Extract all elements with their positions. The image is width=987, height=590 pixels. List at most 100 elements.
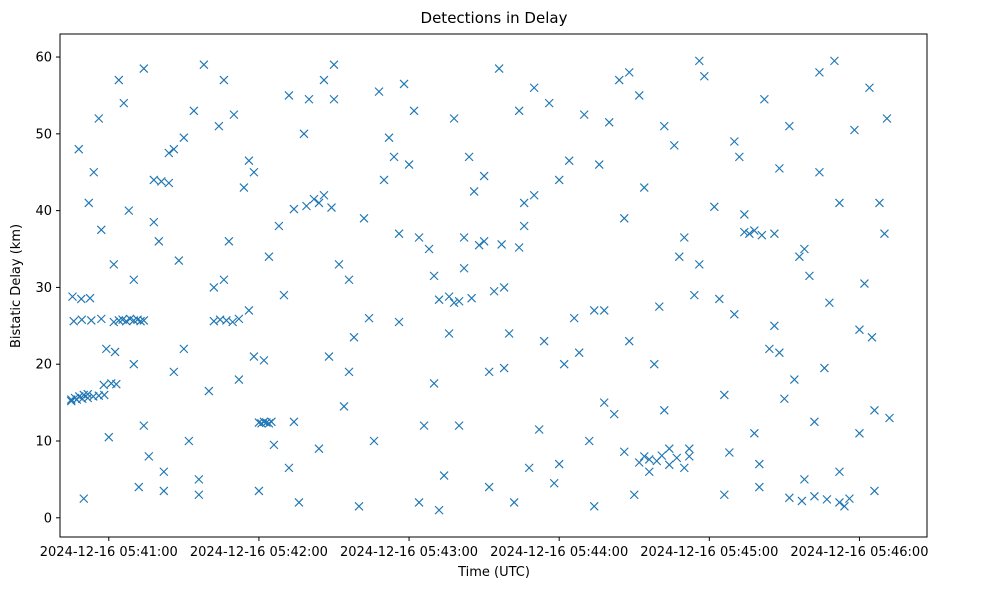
chart-title: Detections in Delay xyxy=(421,9,568,27)
data-point xyxy=(519,198,529,208)
data-point xyxy=(159,467,169,477)
data-point xyxy=(304,94,314,104)
data-point xyxy=(419,421,429,431)
data-point xyxy=(729,137,739,146)
data-point xyxy=(249,167,259,177)
data-point xyxy=(359,213,369,223)
data-point xyxy=(820,363,829,373)
data-point xyxy=(444,292,454,302)
data-point xyxy=(459,233,469,242)
data-point xyxy=(299,129,309,139)
data-point xyxy=(634,458,644,467)
data-point xyxy=(164,148,174,158)
data-point xyxy=(244,156,254,166)
data-point xyxy=(644,467,654,477)
data-point xyxy=(119,98,129,108)
data-point xyxy=(294,498,304,507)
data-point xyxy=(794,252,804,262)
data-point xyxy=(414,233,424,242)
data-point xyxy=(694,56,704,66)
data-point xyxy=(769,321,779,331)
data-point xyxy=(434,505,444,515)
data-point xyxy=(797,496,807,506)
data-point xyxy=(549,478,559,488)
data-point xyxy=(289,417,299,427)
data-point xyxy=(264,418,274,428)
data-point xyxy=(384,133,394,143)
data-point xyxy=(699,71,709,81)
data-point xyxy=(649,359,659,369)
data-point xyxy=(96,314,106,324)
data-point xyxy=(719,390,729,400)
data-point xyxy=(259,355,269,365)
data-point xyxy=(654,302,664,312)
data-point xyxy=(754,459,764,469)
data-point xyxy=(279,290,289,300)
y-tick-label: 60 xyxy=(35,51,52,66)
data-point xyxy=(434,295,444,305)
data-point xyxy=(689,290,699,300)
data-point xyxy=(514,106,524,116)
data-point xyxy=(159,486,169,496)
data-point xyxy=(484,482,494,492)
data-point xyxy=(329,60,339,70)
data-point xyxy=(559,359,569,369)
data-point xyxy=(729,309,739,319)
data-point xyxy=(529,190,539,200)
data-point xyxy=(885,413,894,423)
data-point xyxy=(404,160,414,169)
data-point xyxy=(164,178,174,188)
data-point xyxy=(594,160,604,169)
data-point xyxy=(870,486,879,496)
x-tick-label: 2024-12-16 05:42:00 xyxy=(190,545,328,560)
data-point xyxy=(89,167,99,177)
data-point xyxy=(269,440,279,450)
data-point xyxy=(815,167,824,177)
data-point xyxy=(589,501,599,511)
data-point xyxy=(494,64,504,73)
data-point xyxy=(449,298,459,308)
data-point xyxy=(409,106,419,116)
data-point xyxy=(69,316,79,326)
data-point xyxy=(364,313,374,323)
data-point xyxy=(274,221,284,231)
data-point xyxy=(822,494,832,504)
data-point xyxy=(504,329,514,338)
data-point xyxy=(394,317,404,327)
data-point xyxy=(174,256,184,265)
data-point xyxy=(344,367,354,377)
data-point xyxy=(229,110,239,120)
data-point xyxy=(104,432,114,442)
data-point xyxy=(614,75,624,85)
data-point xyxy=(544,98,554,108)
data-point xyxy=(214,121,224,131)
data-point xyxy=(85,293,95,303)
data-point xyxy=(264,252,274,262)
data-point xyxy=(467,293,477,303)
y-axis-label: Bistatic Delay (km) xyxy=(9,224,24,348)
data-point xyxy=(639,183,649,192)
data-point xyxy=(554,459,564,469)
data-point xyxy=(314,198,324,208)
data-point xyxy=(414,498,424,507)
data-point xyxy=(149,175,159,185)
data-point xyxy=(754,482,764,492)
data-point xyxy=(757,230,767,240)
data-point xyxy=(484,367,494,377)
data-point xyxy=(634,91,644,100)
data-point xyxy=(369,436,379,446)
data-point xyxy=(809,491,819,501)
y-tick-label: 0 xyxy=(44,511,52,526)
data-point xyxy=(815,67,824,77)
x-axis: 2024-12-16 05:41:00 2024-12-16 05:42:00 20… xyxy=(40,537,928,560)
data-point xyxy=(439,471,449,480)
plot-area xyxy=(59,33,928,538)
data-point xyxy=(209,283,219,292)
data-point xyxy=(604,117,614,127)
data-point xyxy=(144,451,154,461)
data-point xyxy=(424,244,434,254)
data-point xyxy=(870,405,879,415)
data-point xyxy=(329,94,339,104)
data-point xyxy=(219,75,229,85)
